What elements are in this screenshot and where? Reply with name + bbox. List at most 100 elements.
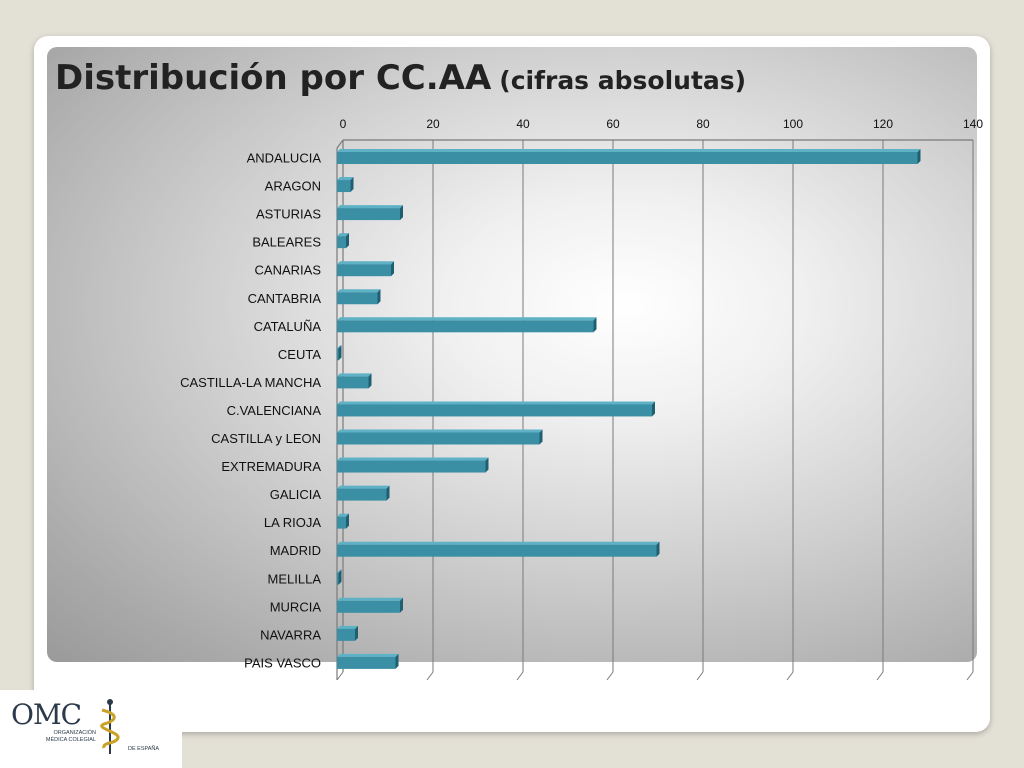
gridline-floor	[696, 671, 704, 681]
category-label: EXTREMADURA	[221, 459, 321, 474]
bar-top	[337, 513, 349, 517]
category-label: LA RIOJA	[264, 515, 321, 530]
title-subtitle: (cifras absolutas)	[499, 66, 747, 95]
caduceus-icon	[100, 699, 120, 754]
category-label: GALICIA	[270, 487, 322, 502]
bar-side	[377, 289, 381, 305]
category-label: CATALUÑA	[254, 319, 322, 334]
bar	[337, 656, 396, 669]
gridline-floor	[606, 671, 614, 681]
category-label: ARAGON	[265, 179, 321, 194]
bar-side	[346, 233, 349, 249]
gridline-floor	[516, 671, 524, 681]
category-label: MURCIA	[270, 599, 322, 614]
gridline-floor	[336, 671, 344, 681]
category-label: ASTURIAS	[256, 207, 321, 222]
bar	[337, 236, 346, 249]
x-tick-label: 80	[696, 117, 710, 131]
bar-top	[337, 457, 489, 461]
bar-side	[368, 373, 372, 389]
bar	[337, 544, 657, 557]
bar-top	[337, 625, 358, 629]
bar-top	[337, 233, 349, 237]
x-tick-label: 100	[783, 117, 803, 131]
category-label: BALEARES	[252, 235, 321, 250]
gridline-floor	[786, 671, 794, 681]
category-label: CASTILLA y LEON	[211, 431, 321, 446]
category-label: CEUTA	[278, 347, 321, 362]
bar-side	[355, 625, 358, 641]
category-label: PAIS VASCO	[244, 655, 321, 670]
bar	[337, 628, 355, 641]
bar-top	[337, 429, 543, 433]
bar	[337, 600, 400, 613]
bar-top	[337, 597, 403, 601]
bar-side	[338, 569, 342, 585]
bar-side	[350, 177, 354, 193]
bar	[337, 572, 339, 585]
bar-side	[485, 457, 489, 473]
bar	[337, 152, 918, 164]
bar-top	[337, 149, 921, 152]
x-tick-label: 40	[516, 117, 530, 131]
bar-top	[337, 401, 655, 405]
bar-top	[337, 541, 660, 545]
x-tick-label: 120	[873, 117, 893, 131]
logo-omc-text: OMC	[11, 698, 82, 731]
logo-esp-text: DE ESPAÑA	[128, 746, 160, 752]
bar-top	[337, 485, 390, 489]
bar-top	[337, 317, 597, 321]
category-label: CASTILLA-LA MANCHA	[180, 375, 321, 390]
bar-top	[337, 373, 372, 377]
x-tick-label: 0	[340, 117, 347, 131]
x-tick-label: 20	[426, 117, 440, 131]
x-tick-label: 140	[963, 117, 983, 131]
bar-top	[337, 205, 403, 209]
bar-side	[400, 205, 403, 221]
bar-side	[391, 261, 394, 277]
bar	[337, 404, 652, 417]
bar	[337, 292, 378, 305]
category-label: C.VALENCIANA	[227, 403, 322, 418]
slide-title: Distribución por CC.AA (cifras absolutas)	[55, 58, 746, 98]
bar	[337, 320, 594, 333]
bar-side	[917, 149, 921, 164]
bar-top	[337, 345, 342, 349]
bar-side	[593, 317, 597, 333]
category-label: ANDALUCIA	[247, 151, 322, 166]
bar	[337, 264, 391, 277]
axis-corner	[336, 139, 344, 149]
gridline-floor	[966, 671, 974, 681]
bar	[337, 208, 400, 221]
bar-side	[386, 485, 390, 501]
bar-top	[337, 177, 354, 181]
gridline-floor	[876, 671, 884, 681]
bar-top	[337, 653, 399, 657]
gridline-floor	[426, 671, 434, 681]
logo-org-text: ORGANIZACIÓN MÉDICA COLEGIAL	[45, 730, 96, 743]
bar-side	[539, 429, 543, 445]
bar-top	[337, 289, 381, 293]
bar-side	[346, 513, 349, 529]
bar-side	[652, 401, 655, 417]
category-label: MADRID	[270, 543, 321, 558]
category-label: CANARIAS	[255, 263, 322, 278]
category-label: NAVARRA	[260, 627, 321, 642]
bar	[337, 488, 387, 501]
title-main: Distribución por CC.AA	[55, 58, 492, 98]
bar	[337, 348, 339, 361]
bar	[337, 516, 346, 529]
category-label: CANTABRIA	[248, 291, 322, 306]
category-label: MELILLA	[268, 571, 322, 586]
bar	[337, 460, 486, 473]
bar-side	[400, 597, 403, 613]
bar	[337, 376, 369, 389]
bar-side	[338, 345, 342, 361]
bar-side	[395, 653, 399, 669]
omc-logo: OMC ORGANIZACIÓN MÉDICA COLEGIAL DE ESPA…	[0, 690, 182, 768]
bar-top	[337, 261, 394, 265]
bar-top	[337, 569, 342, 573]
bar	[337, 432, 540, 445]
x-tick-label: 60	[606, 117, 620, 131]
